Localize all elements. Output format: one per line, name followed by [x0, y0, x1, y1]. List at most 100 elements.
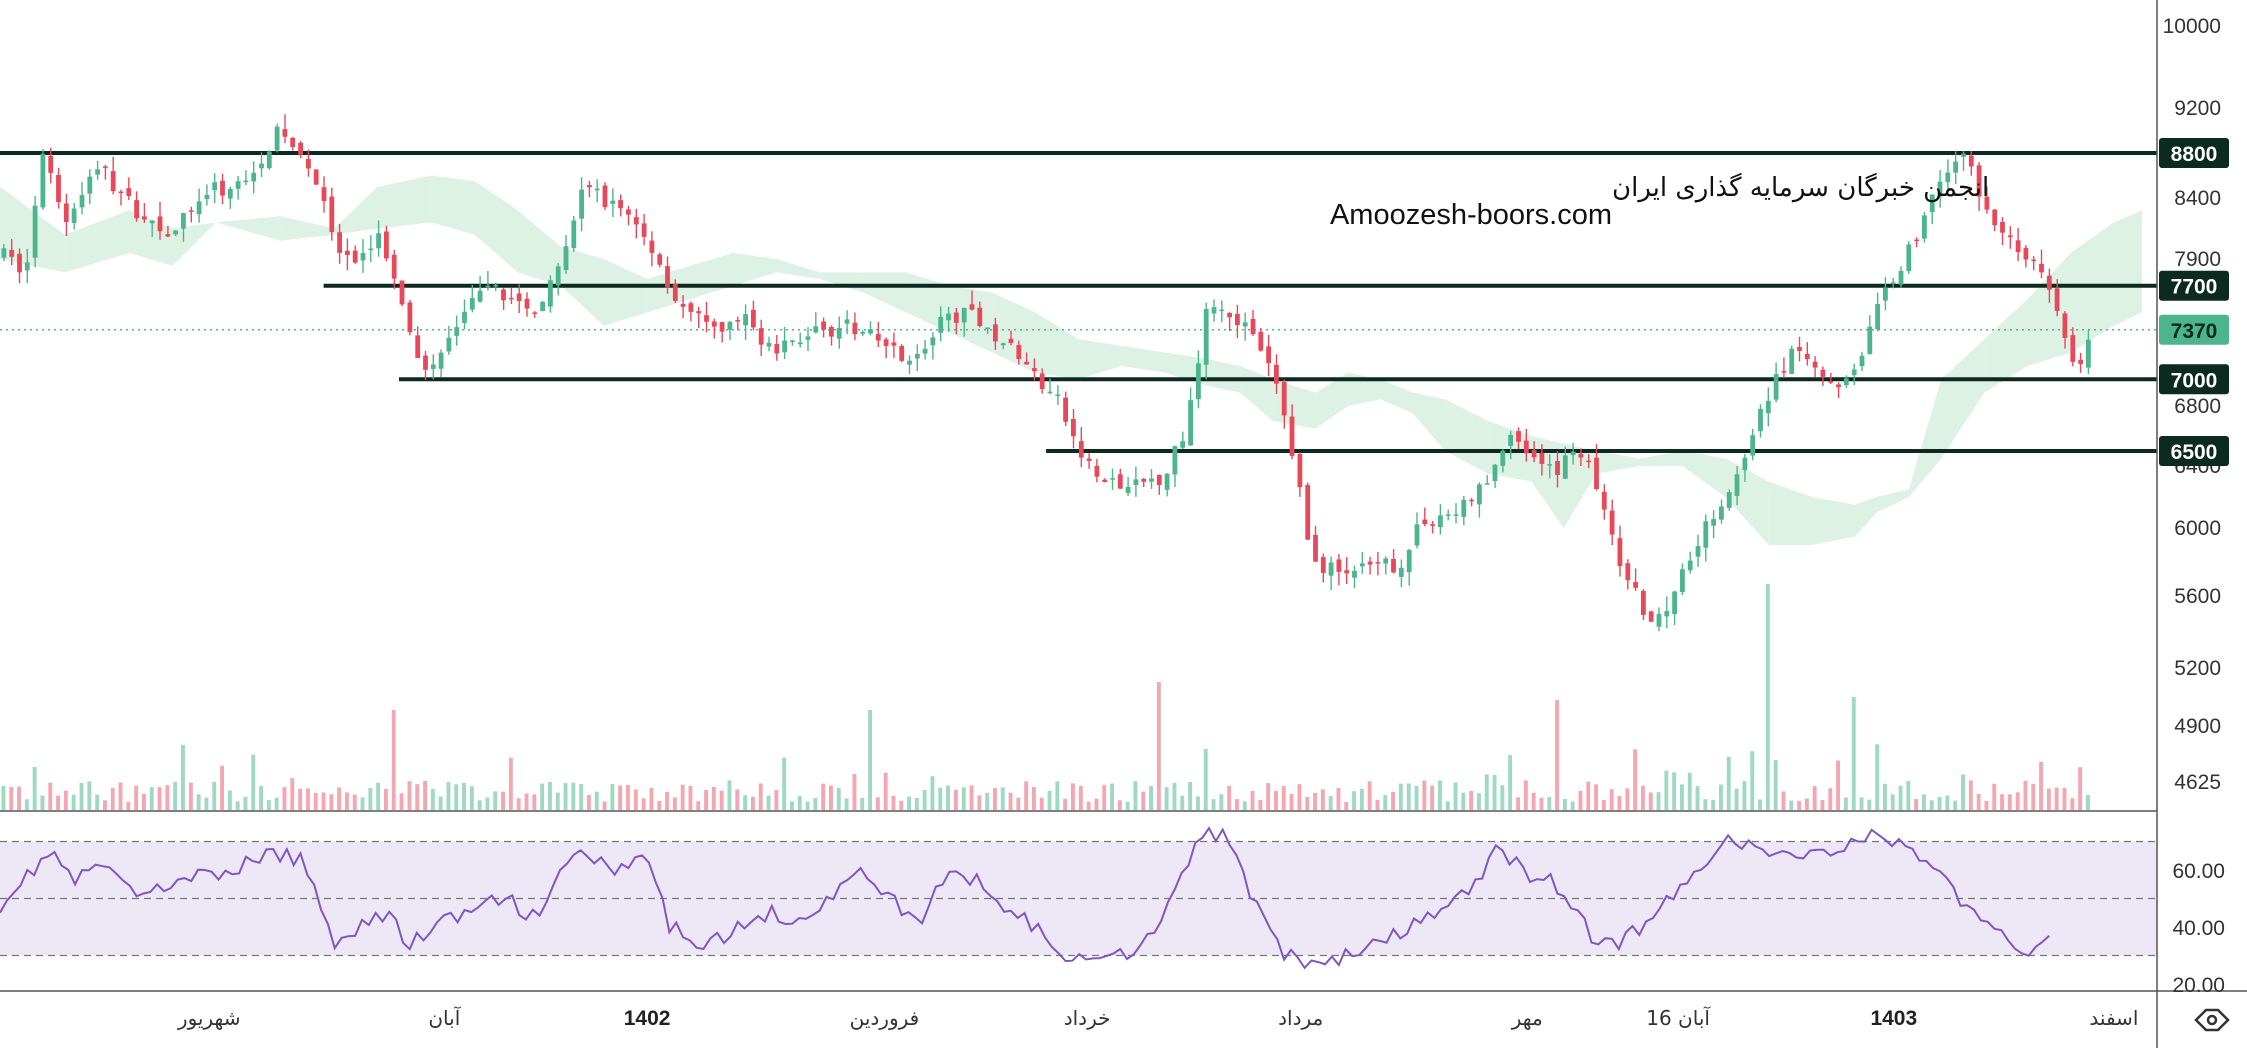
- volume-bar: [87, 781, 92, 810]
- candle-body: [1000, 343, 1006, 346]
- volume-bar: [1032, 786, 1036, 810]
- price-tick-label: 4625: [2174, 771, 2221, 794]
- volume-bar: [1, 786, 6, 810]
- volume-bar: [672, 797, 677, 810]
- candle-body: [985, 327, 990, 329]
- volume-bar: [680, 784, 685, 810]
- candle-body: [594, 188, 600, 191]
- candle-body: [563, 246, 569, 270]
- volume-bar: [508, 757, 513, 810]
- candle-body: [2070, 335, 2076, 362]
- volume-bar: [1929, 800, 1934, 810]
- cloud-segment: [474, 181, 518, 273]
- candle-body: [95, 169, 100, 175]
- volume-bar: [32, 767, 37, 810]
- volume-bar: [735, 789, 740, 810]
- candle-body: [1601, 491, 1607, 510]
- volume-bar: [1250, 791, 1255, 810]
- cloud-segment: [949, 285, 993, 353]
- candle-body: [1937, 181, 1943, 197]
- volume-bar: [602, 801, 607, 810]
- candle-body: [259, 163, 264, 169]
- cloud-segment: [1908, 379, 1942, 497]
- volume-bar: [1500, 785, 1505, 810]
- watermark: انجمن خبرگان سرمایه گذاری ایران Amoozesh…: [1330, 172, 1989, 231]
- candle-body: [1367, 561, 1373, 565]
- candle-body: [1906, 244, 1912, 272]
- candle-body: [751, 309, 756, 328]
- volume-bar: [2007, 794, 2012, 810]
- candle-body: [1672, 591, 1677, 615]
- volume-bar: [665, 791, 669, 810]
- candle-body: [587, 185, 592, 188]
- candle-body: [446, 337, 452, 352]
- volume-bar: [1156, 682, 1161, 810]
- hexagon-settings-icon[interactable]: [2194, 1008, 2230, 1032]
- volume-bar: [1883, 783, 1887, 810]
- candle-body: [1867, 326, 1873, 355]
- candle-body: [1149, 478, 1154, 482]
- candle-body: [735, 320, 741, 322]
- candle-body: [946, 313, 951, 321]
- volume-bar: [1453, 782, 1458, 810]
- time-tick-label: 16 آبان: [1646, 1005, 1711, 1030]
- candle-body: [352, 250, 358, 263]
- time-axis[interactable]: شهریور آبان 1402 فروردین خرداد مرداد مهر 16 آبا…: [177, 1005, 2138, 1030]
- volume-bar: [2031, 783, 2036, 810]
- rsi-band: [0, 841, 2157, 956]
- volume-bar: [1024, 781, 1029, 810]
- volume-bar: [485, 797, 490, 810]
- candle-body: [1594, 457, 1599, 489]
- candle-body: [126, 188, 132, 196]
- candle-body: [829, 327, 834, 337]
- candle-body: [1765, 400, 1771, 414]
- volume-bar: [1875, 744, 1880, 810]
- volume-bar: [306, 788, 310, 810]
- price-tick-label: 4900: [2174, 715, 2221, 738]
- candle-body: [1414, 524, 1420, 546]
- volume-bar: [1851, 697, 1856, 810]
- candle-body: [1461, 499, 1467, 517]
- candle-body: [836, 327, 842, 339]
- price-axis[interactable]: 4625490052005600600064006800790084009200…: [2163, 15, 2221, 794]
- candle-body: [930, 337, 936, 346]
- volume-bar: [1219, 794, 1224, 810]
- volume-bar: [2015, 792, 2020, 810]
- volume-bar: [1383, 795, 1388, 810]
- watermark-title: انجمن خبرگان سرمایه گذاری ایران: [1612, 172, 1989, 203]
- price-tick-label: 5200: [2174, 657, 2221, 680]
- candle-body: [298, 142, 303, 155]
- volume-bar: [805, 801, 810, 810]
- volume-bar: [1687, 772, 1692, 810]
- volume-bar: [290, 778, 295, 810]
- time-tick-label: 1403: [1870, 1007, 1917, 1030]
- volume-bar: [571, 782, 576, 810]
- time-tick-label: خرداد: [1064, 1006, 1111, 1030]
- volume-bar: [1555, 700, 1559, 810]
- volume-bar: [1086, 801, 1091, 810]
- volume-bar: [266, 800, 271, 810]
- cloud-segment: [64, 210, 130, 273]
- chart-settings-button[interactable]: [2194, 1008, 2230, 1032]
- volume-bar: [134, 785, 139, 810]
- volume-bar: [1570, 801, 1575, 810]
- candle-body: [321, 187, 327, 202]
- volume-bar: [384, 789, 388, 810]
- cloud-segment: [1315, 372, 1349, 429]
- cloud-segment: [1207, 359, 1241, 393]
- candle-body: [1804, 353, 1810, 360]
- volume-bar: [204, 797, 209, 810]
- volume-bar: [446, 782, 451, 810]
- candle-body: [1242, 322, 1248, 327]
- volume-bar: [1719, 784, 1723, 810]
- volume-bar: [1336, 788, 1341, 810]
- candle-body: [532, 312, 538, 314]
- candle-body: [1781, 371, 1787, 373]
- rsi-axis[interactable]: 20.00 40.00 60.00: [2172, 860, 2225, 997]
- volume-bar: [462, 782, 466, 810]
- volume-bar: [407, 781, 412, 810]
- volume-bar: [1797, 800, 1801, 810]
- candle-body: [32, 205, 38, 258]
- candle-body: [1071, 419, 1076, 437]
